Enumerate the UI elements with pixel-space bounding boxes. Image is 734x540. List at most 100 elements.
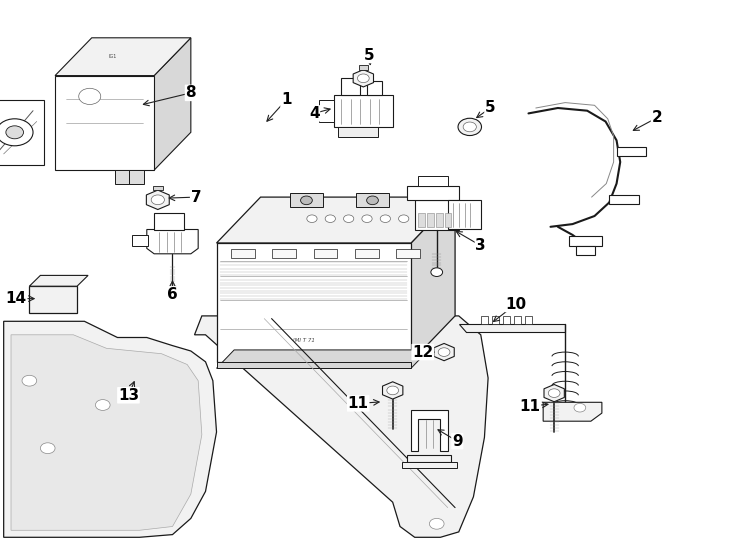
Bar <box>402 462 457 468</box>
Bar <box>55 76 154 170</box>
Circle shape <box>301 196 313 205</box>
Circle shape <box>548 389 560 397</box>
Polygon shape <box>147 230 198 254</box>
Polygon shape <box>411 197 455 362</box>
Circle shape <box>399 215 409 222</box>
Circle shape <box>357 74 369 83</box>
Bar <box>609 195 639 204</box>
Bar <box>341 78 360 94</box>
Text: 1: 1 <box>281 92 291 107</box>
Polygon shape <box>353 70 374 87</box>
Polygon shape <box>11 335 202 530</box>
Bar <box>407 186 459 200</box>
Polygon shape <box>543 402 602 421</box>
Circle shape <box>0 119 33 146</box>
Polygon shape <box>411 410 448 451</box>
Bar <box>415 200 459 230</box>
Bar <box>313 249 337 259</box>
Circle shape <box>20 452 39 466</box>
Bar <box>334 94 393 127</box>
Text: 11: 11 <box>348 396 368 411</box>
Circle shape <box>429 518 444 529</box>
Bar <box>359 65 368 70</box>
Circle shape <box>366 196 379 205</box>
Circle shape <box>40 443 55 454</box>
Bar <box>115 170 129 184</box>
Bar <box>503 316 510 324</box>
Circle shape <box>151 195 164 205</box>
Bar <box>396 249 420 259</box>
Bar <box>407 455 451 462</box>
Circle shape <box>463 122 476 132</box>
Text: 4: 4 <box>309 106 319 121</box>
Bar <box>448 199 481 229</box>
Bar <box>319 100 334 122</box>
Bar <box>436 213 443 227</box>
Bar <box>525 316 532 324</box>
Circle shape <box>20 360 39 374</box>
Bar <box>154 213 184 230</box>
Circle shape <box>431 268 443 276</box>
Bar <box>427 213 434 227</box>
Polygon shape <box>4 321 217 537</box>
Bar <box>290 193 323 207</box>
Circle shape <box>38 425 57 439</box>
Text: 6: 6 <box>167 287 178 302</box>
Text: 9: 9 <box>452 434 462 449</box>
Text: 2: 2 <box>652 110 662 125</box>
Bar <box>217 243 411 362</box>
Text: 13: 13 <box>118 388 139 403</box>
Circle shape <box>307 215 317 222</box>
Text: 14: 14 <box>6 291 26 306</box>
Circle shape <box>79 88 101 105</box>
Polygon shape <box>217 197 455 243</box>
Bar <box>132 235 148 246</box>
Bar <box>418 176 448 186</box>
Bar <box>0 100 44 165</box>
Bar <box>29 286 77 313</box>
Text: IG1: IG1 <box>109 54 117 59</box>
Polygon shape <box>146 190 170 210</box>
Circle shape <box>108 371 127 385</box>
Bar <box>129 170 144 184</box>
Circle shape <box>380 215 390 222</box>
Bar <box>569 236 602 246</box>
Bar <box>418 213 425 227</box>
Circle shape <box>574 403 586 412</box>
Bar <box>514 316 521 324</box>
Bar <box>356 193 389 207</box>
Bar <box>355 249 379 259</box>
Circle shape <box>325 215 335 222</box>
Polygon shape <box>55 38 191 76</box>
Bar <box>231 249 255 259</box>
Polygon shape <box>29 275 88 286</box>
Circle shape <box>387 386 399 395</box>
Text: 11: 11 <box>520 399 540 414</box>
Bar <box>481 316 488 324</box>
Circle shape <box>38 490 57 504</box>
Polygon shape <box>544 384 564 402</box>
Text: IMI T 71: IMI T 71 <box>293 338 315 343</box>
Circle shape <box>344 215 354 222</box>
Circle shape <box>458 118 482 136</box>
Bar <box>272 249 296 259</box>
Circle shape <box>6 126 23 139</box>
Text: 5: 5 <box>364 48 374 63</box>
Text: 8: 8 <box>186 85 196 100</box>
Text: 7: 7 <box>191 190 201 205</box>
Polygon shape <box>434 343 454 361</box>
Text: 3: 3 <box>476 238 486 253</box>
Bar <box>338 127 378 137</box>
Polygon shape <box>195 316 488 537</box>
Circle shape <box>362 215 372 222</box>
Bar <box>492 316 499 324</box>
Bar <box>617 147 646 156</box>
Bar <box>153 186 163 190</box>
Polygon shape <box>217 350 429 368</box>
Polygon shape <box>382 382 403 399</box>
Polygon shape <box>154 38 191 170</box>
Polygon shape <box>459 324 565 332</box>
Text: 12: 12 <box>413 345 433 360</box>
Circle shape <box>22 375 37 386</box>
Text: 10: 10 <box>506 296 526 312</box>
